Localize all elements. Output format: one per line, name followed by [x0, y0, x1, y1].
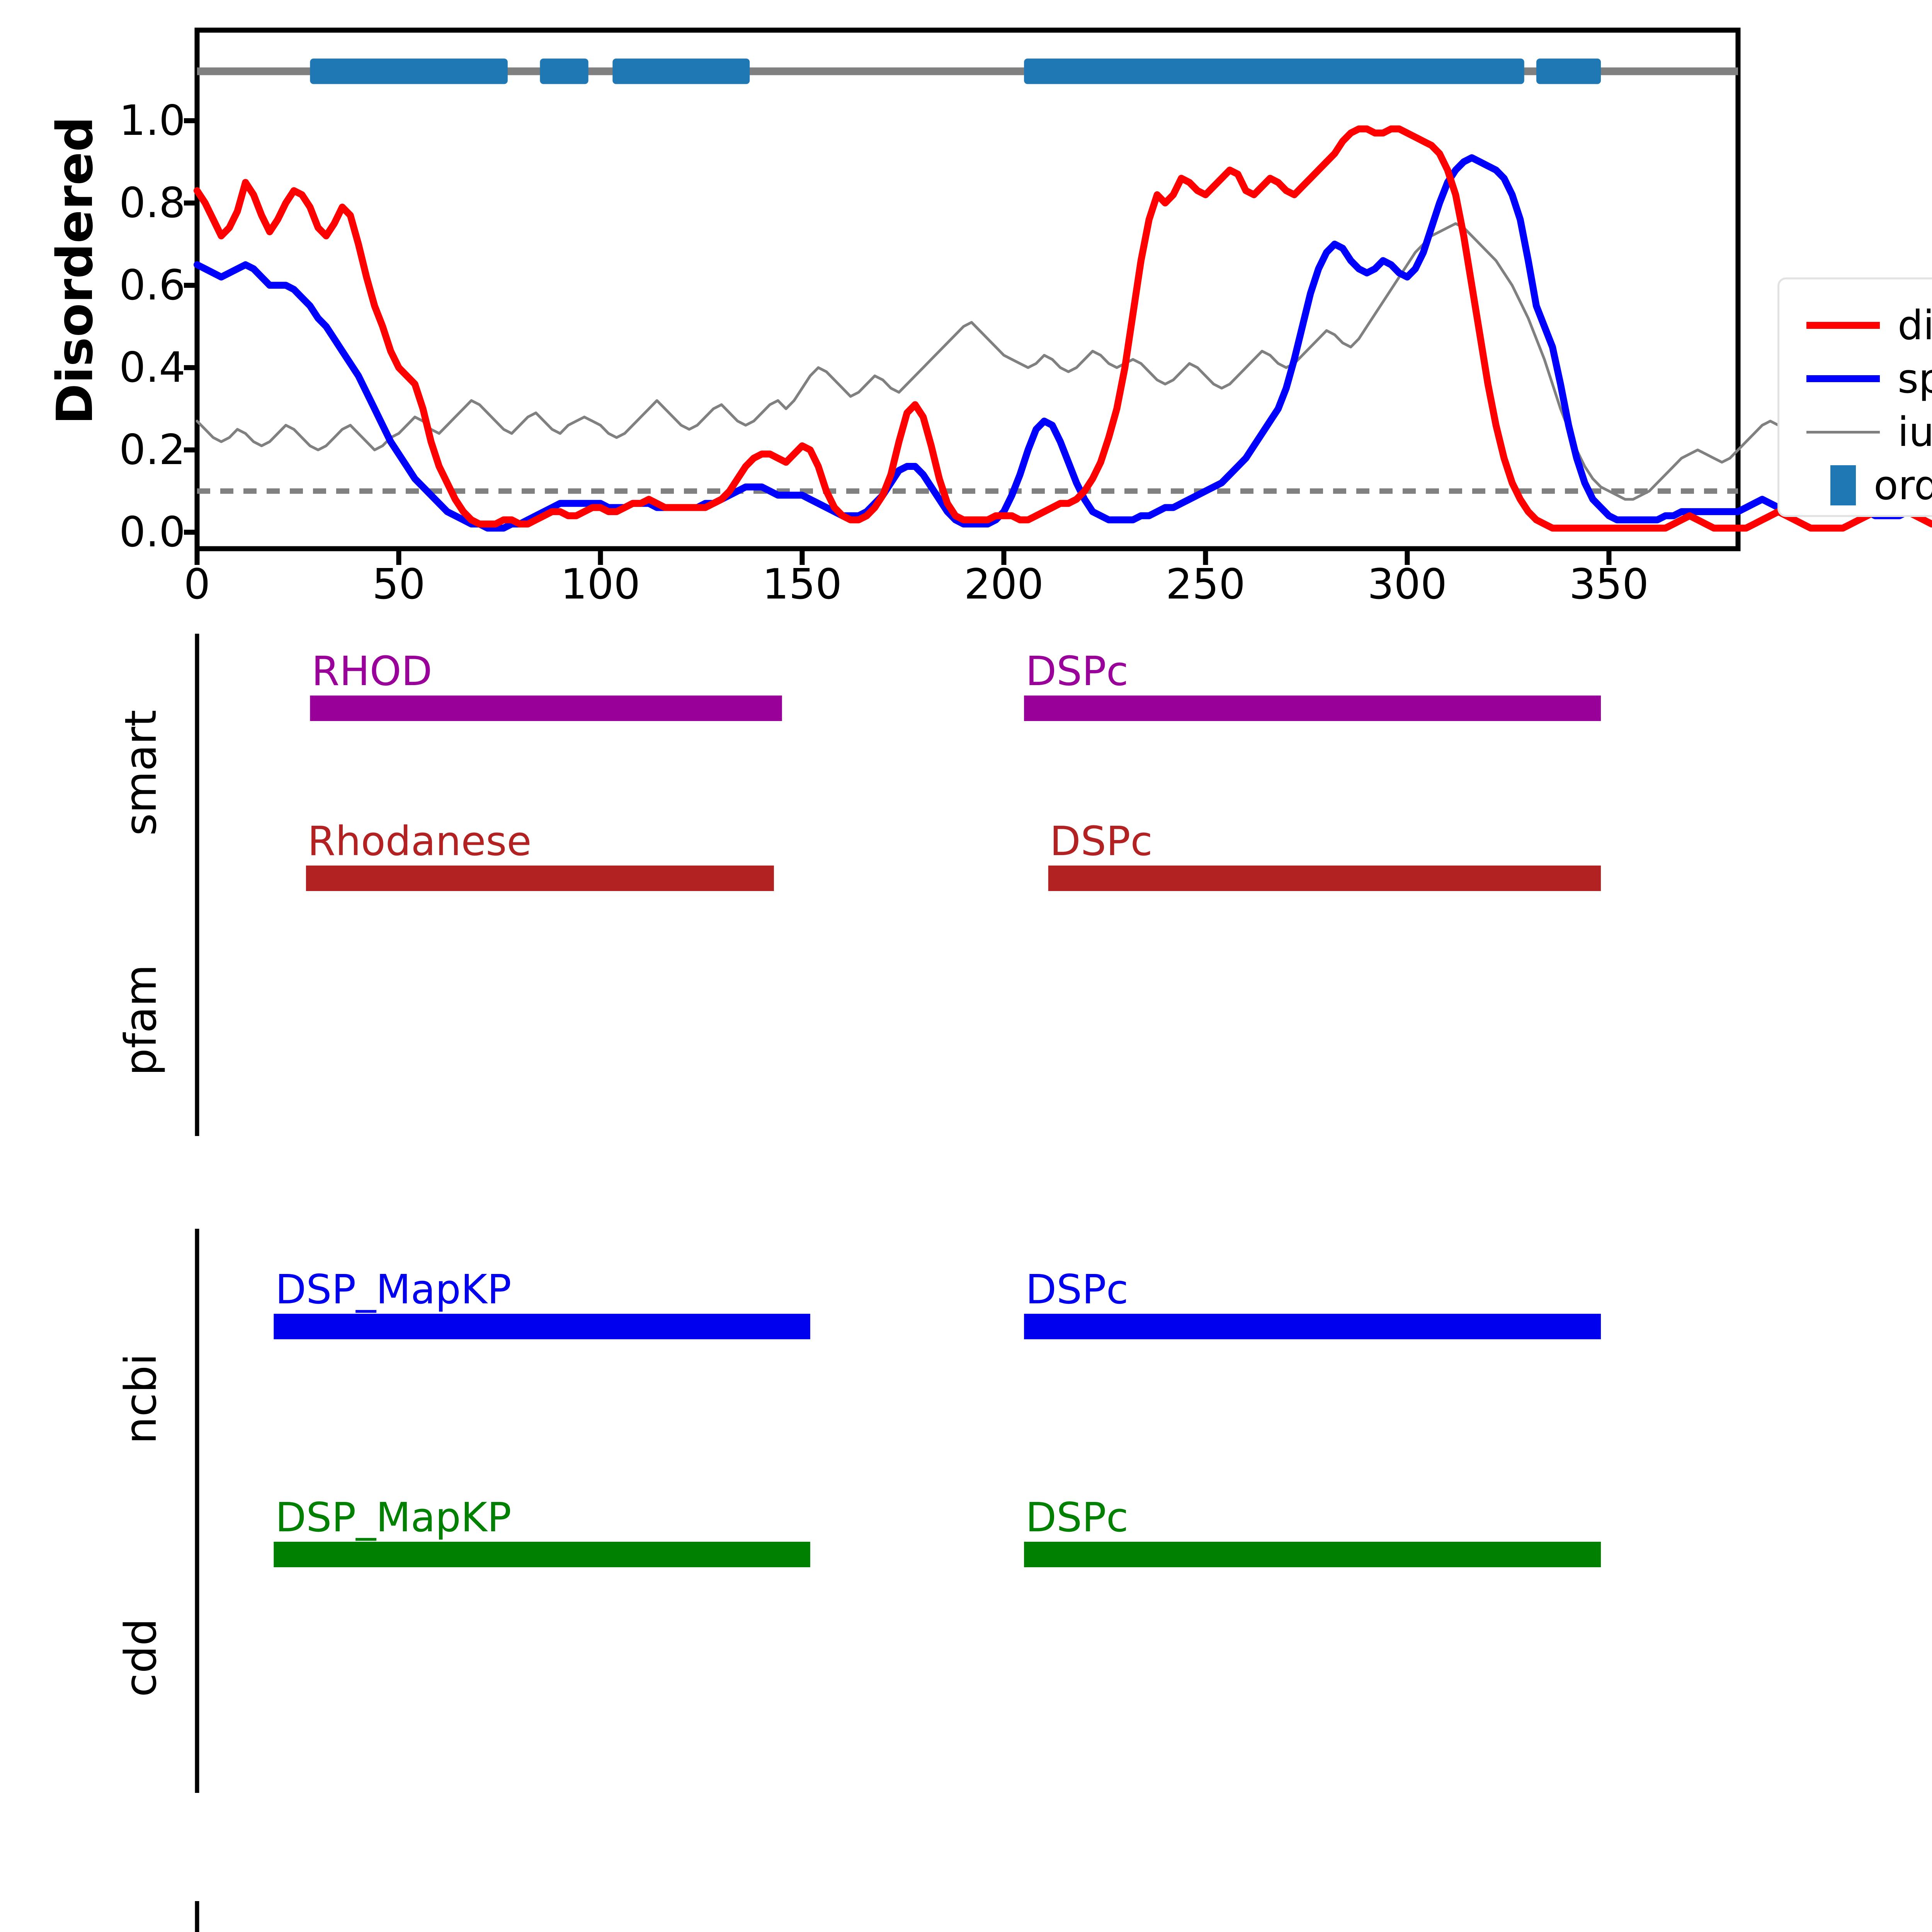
- domain-label: DSPc: [1049, 818, 1153, 865]
- legend-patch-swatch: [1830, 465, 1856, 505]
- y-tick-label: 0.8: [119, 179, 185, 228]
- x-tick-label: 350: [1569, 560, 1649, 609]
- legend-item-label: iupred: [1898, 408, 1932, 456]
- legend-item[interactable]: disopred: [1806, 302, 1932, 349]
- x-tick-label: 250: [1165, 560, 1245, 609]
- legend-item-label: disopred: [1898, 302, 1932, 349]
- domain-bar[interactable]: [274, 1314, 810, 1339]
- domain-bar[interactable]: [1024, 1542, 1601, 1567]
- legend-line-swatch: [1806, 322, 1880, 329]
- domain-track-group-ncbi: [274, 1314, 1601, 1567]
- domain-track-group-smart: [306, 696, 1601, 891]
- legend-item[interactable]: iupred: [1806, 408, 1932, 456]
- domain-bar[interactable]: [274, 1542, 810, 1567]
- legend-item-label: ordered region: [1874, 462, 1932, 509]
- legend-line-swatch: [1806, 430, 1880, 434]
- domain-bar[interactable]: [1048, 866, 1601, 891]
- y-tick-label: 0.4: [119, 344, 185, 392]
- y-axis-ticks: [184, 118, 1612, 565]
- disorder-plot-frame: [194, 27, 1741, 551]
- series-disopred: [194, 125, 1932, 532]
- domain-bar[interactable]: [306, 866, 774, 891]
- domain-label: RHOD: [311, 648, 432, 695]
- domain-label: Rhodanese: [307, 818, 532, 865]
- y-tick-label: 0.6: [119, 261, 185, 310]
- x-tick-label: 300: [1367, 560, 1447, 609]
- ordered-region-block: [540, 58, 588, 84]
- domain-label: DSPc: [1026, 1266, 1129, 1313]
- x-tick-label: 100: [560, 560, 641, 609]
- y-tick-label: 0.0: [119, 508, 185, 557]
- legend-item-label: spot-d: [1898, 355, 1932, 402]
- y-tick-label: 0.2: [119, 426, 185, 474]
- ordered-region-block: [1024, 58, 1524, 84]
- x-tick-label: 50: [372, 560, 425, 609]
- x-tick-label: 200: [964, 560, 1044, 609]
- domain-label: DSPc: [1026, 1494, 1129, 1541]
- domain-bar[interactable]: [1024, 696, 1601, 721]
- series-spot-d: [194, 154, 1932, 532]
- disorder-plot-legend[interactable]: disopred spot-d iupred ordered region: [1777, 277, 1932, 517]
- domain-bar[interactable]: [1024, 1314, 1601, 1339]
- track-row-label: smart: [116, 709, 166, 836]
- legend-line-swatch: [1806, 375, 1880, 382]
- y-tick-label: 1.0: [119, 97, 185, 145]
- domain-label: DSP_MapKP: [275, 1494, 512, 1541]
- domain-bar[interactable]: [310, 696, 782, 721]
- x-tick-label: 0: [184, 560, 211, 609]
- ordered-region-block: [1536, 58, 1601, 84]
- domain-label: DSPc: [1026, 648, 1129, 695]
- track-row-label: ncbi: [116, 1353, 166, 1444]
- series-iupred: [196, 222, 1932, 501]
- x-tick-label: 150: [762, 560, 842, 609]
- track-row-label: cdd: [116, 1618, 166, 1697]
- track-row-label: pfam: [116, 964, 166, 1076]
- ordered-region-block: [310, 58, 508, 84]
- legend-item[interactable]: ordered region: [1806, 462, 1932, 509]
- legend-item[interactable]: spot-d: [1806, 355, 1932, 402]
- domain-label: DSP_MapKP: [275, 1266, 512, 1313]
- ordered-region-block: [612, 58, 750, 84]
- ordered-region-track: [197, 58, 1738, 84]
